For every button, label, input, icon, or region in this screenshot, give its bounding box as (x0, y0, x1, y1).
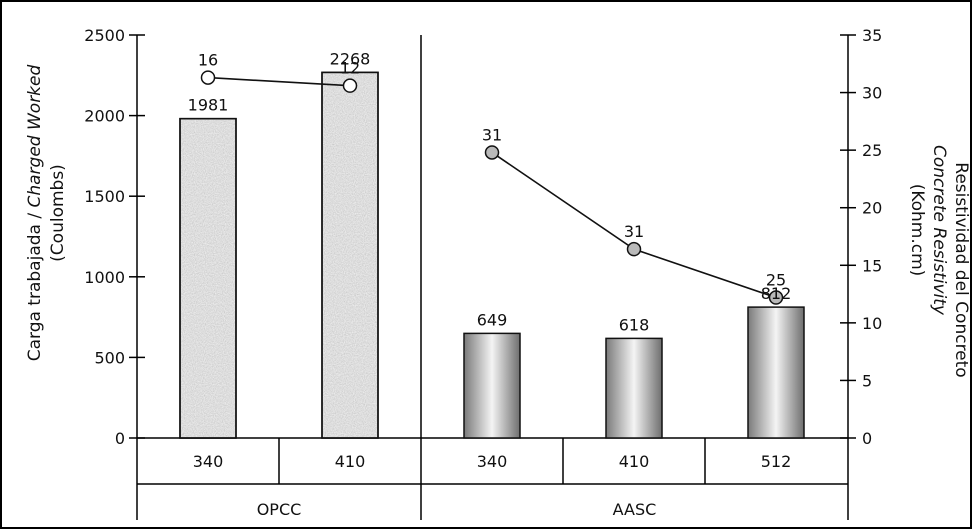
bar-value-label: 2268 (330, 49, 371, 68)
bar-value-label: 618 (619, 315, 650, 334)
left-tick-label: 2000 (84, 107, 125, 126)
resistivity-marker (484, 145, 500, 160)
bar-value-label: 649 (477, 310, 508, 329)
resistivity-value-label: 31 (624, 222, 644, 241)
right-tick-label: 10 (862, 314, 882, 333)
right-axis-title-line1: Resistividad del Concreto (951, 162, 971, 377)
left-axis-title-part1: Carga trabajada / (25, 208, 45, 362)
resistivity-marker (342, 78, 358, 93)
category-label: 340 (477, 452, 508, 471)
left-tick-label: 500 (94, 348, 125, 367)
resistivity-value-label: 31 (482, 125, 502, 144)
bar-aasc-410 (605, 337, 663, 439)
bar-value-label: 812 (761, 284, 792, 303)
bar-aasc-340 (463, 332, 521, 439)
left-axis-subtitle: (Coulombs) (48, 164, 68, 262)
category-label: 410 (619, 452, 650, 471)
left-tick-label: 2500 (84, 26, 125, 45)
bar-texture (181, 119, 235, 437)
resistivity-value-label: 12 (340, 59, 360, 78)
resistivity-value-label: 16 (198, 51, 218, 70)
right-tick-label: 30 (862, 84, 882, 103)
right-tick-label: 20 (862, 199, 882, 218)
bar-outline (179, 117, 237, 439)
labels-layer: 1981 2268 340 410 OPCC 16 12 649 618 812 340 410 512… (188, 49, 792, 519)
right-tick-label: 15 (862, 256, 882, 275)
category-label: 340 (193, 452, 224, 471)
resistivity-line-opcc (207, 76, 351, 87)
left-axis-title-part2: Charged Worked (25, 65, 45, 208)
lines-layer (200, 70, 784, 305)
right-axis-title-line3: (Kohm.cm) (907, 184, 927, 277)
resistivity-marker (200, 70, 216, 85)
right-axis-title-line2: Concrete Resistivity (929, 145, 949, 316)
right-tick-label: 35 (862, 26, 882, 45)
left-axis-title: Carga trabajada / Charged Worked (25, 65, 45, 362)
bar-outline (321, 71, 379, 439)
resistivity-marker (768, 290, 784, 305)
axes-layer: 0 500 1000 1500 2000 2500 0 5 10 15 20 25 30 35 (84, 26, 882, 520)
resistivity-value-label: 25 (766, 271, 786, 290)
left-tick-label: 0 (115, 429, 125, 448)
left-tick-label: 1500 (84, 187, 125, 206)
resistivity-marker (626, 241, 642, 257)
right-tick-label: 5 (862, 371, 872, 390)
category-label: 512 (761, 452, 792, 471)
right-tick-label: 0 (862, 429, 872, 448)
group-label-opcc: OPCC (257, 500, 302, 519)
left-tick-label: 1000 (84, 268, 125, 287)
bar-aasc-512 (747, 306, 805, 439)
bar-texture (323, 73, 377, 437)
category-label: 410 (335, 452, 366, 471)
bar-value-label: 1981 (188, 96, 229, 115)
right-tick-label: 25 (862, 141, 882, 160)
group-label-aasc: AASC (613, 500, 657, 519)
bars-layer (179, 71, 805, 439)
